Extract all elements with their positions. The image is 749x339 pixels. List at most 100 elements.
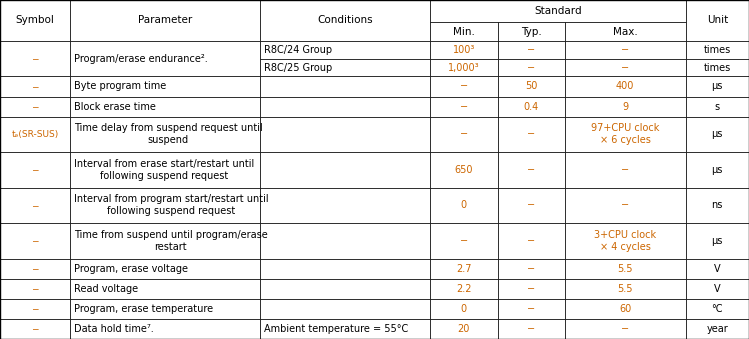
- Bar: [260, 223, 430, 259]
- Text: Byte program time: Byte program time: [74, 81, 166, 92]
- Bar: [497, 279, 565, 299]
- Bar: [685, 77, 749, 97]
- Bar: [430, 279, 497, 299]
- Text: Time from suspend until program/erase
restart: Time from suspend until program/erase re…: [74, 230, 268, 252]
- Text: Conditions: Conditions: [318, 16, 373, 25]
- Text: Standard: Standard: [534, 6, 582, 16]
- Bar: [260, 299, 430, 319]
- Bar: [685, 259, 749, 279]
- Text: 60: 60: [619, 304, 631, 314]
- Bar: [70, 188, 260, 223]
- Bar: [497, 117, 565, 152]
- Bar: [430, 117, 497, 152]
- Bar: [70, 117, 260, 152]
- Bar: [260, 117, 430, 152]
- Bar: [497, 59, 565, 77]
- Text: −: −: [460, 81, 468, 92]
- Bar: [685, 279, 749, 299]
- Text: ns: ns: [712, 200, 723, 211]
- Bar: [0, 152, 70, 188]
- Bar: [497, 97, 565, 117]
- Bar: [0, 223, 70, 259]
- Bar: [497, 223, 565, 259]
- Text: 100³: 100³: [452, 45, 475, 55]
- Bar: [70, 223, 260, 259]
- Text: 0.4: 0.4: [524, 102, 539, 112]
- Text: 400: 400: [616, 81, 634, 92]
- Text: 3+CPU clock
× 4 cycles: 3+CPU clock × 4 cycles: [594, 230, 656, 252]
- Text: 1,000³: 1,000³: [448, 63, 479, 73]
- Bar: [260, 152, 430, 188]
- Text: μs: μs: [712, 165, 723, 175]
- Bar: [0, 259, 70, 279]
- Bar: [0, 117, 70, 152]
- Bar: [70, 259, 260, 279]
- Text: V: V: [714, 284, 721, 294]
- Bar: [430, 77, 497, 97]
- Bar: [565, 152, 685, 188]
- Text: −: −: [621, 165, 629, 175]
- Text: tₔ(SR-SUS): tₔ(SR-SUS): [11, 130, 58, 139]
- Bar: [70, 0, 260, 41]
- Bar: [685, 0, 749, 41]
- Bar: [685, 188, 749, 223]
- Bar: [685, 299, 749, 319]
- Text: −: −: [527, 304, 536, 314]
- Bar: [497, 77, 565, 97]
- Text: μs: μs: [712, 81, 723, 92]
- Bar: [0, 77, 70, 97]
- Bar: [497, 259, 565, 279]
- Text: 2.7: 2.7: [456, 264, 472, 274]
- Bar: [430, 41, 497, 59]
- Bar: [0, 41, 70, 77]
- Bar: [497, 152, 565, 188]
- Bar: [565, 319, 685, 339]
- Text: 5.5: 5.5: [617, 284, 633, 294]
- Text: −: −: [621, 324, 629, 334]
- Text: Program, erase temperature: Program, erase temperature: [74, 304, 213, 314]
- Text: Max.: Max.: [613, 27, 637, 37]
- Text: −: −: [31, 54, 39, 63]
- Bar: [497, 41, 565, 59]
- Text: Ambient temperature = 55°C: Ambient temperature = 55°C: [264, 324, 408, 334]
- Text: 0: 0: [461, 200, 467, 211]
- Text: Data hold time⁷.: Data hold time⁷.: [74, 324, 154, 334]
- Bar: [430, 0, 685, 22]
- Bar: [685, 59, 749, 77]
- Text: Unit: Unit: [706, 16, 728, 25]
- Text: 2.2: 2.2: [456, 284, 472, 294]
- Bar: [565, 97, 685, 117]
- Bar: [565, 117, 685, 152]
- Bar: [260, 77, 430, 97]
- Bar: [497, 22, 565, 41]
- Text: μs: μs: [712, 129, 723, 139]
- Text: −: −: [460, 102, 468, 112]
- Text: −: −: [621, 63, 629, 73]
- Text: −: −: [621, 45, 629, 55]
- Text: −: −: [527, 284, 536, 294]
- Text: −: −: [31, 82, 39, 91]
- Text: −: −: [460, 236, 468, 246]
- Bar: [565, 41, 685, 59]
- Bar: [430, 22, 497, 41]
- Bar: [0, 0, 70, 41]
- Bar: [430, 259, 497, 279]
- Text: −: −: [31, 165, 39, 174]
- Text: −: −: [621, 200, 629, 211]
- Text: −: −: [527, 236, 536, 246]
- Text: times: times: [703, 63, 731, 73]
- Bar: [430, 319, 497, 339]
- Bar: [497, 319, 565, 339]
- Text: R8C/25 Group: R8C/25 Group: [264, 63, 332, 73]
- Bar: [565, 279, 685, 299]
- Bar: [685, 117, 749, 152]
- Text: Symbol: Symbol: [16, 16, 55, 25]
- Text: −: −: [31, 284, 39, 293]
- Text: −: −: [31, 201, 39, 210]
- Bar: [260, 0, 430, 41]
- Text: 50: 50: [525, 81, 537, 92]
- Text: R8C/24 Group: R8C/24 Group: [264, 45, 332, 55]
- Bar: [260, 188, 430, 223]
- Bar: [70, 77, 260, 97]
- Text: −: −: [527, 165, 536, 175]
